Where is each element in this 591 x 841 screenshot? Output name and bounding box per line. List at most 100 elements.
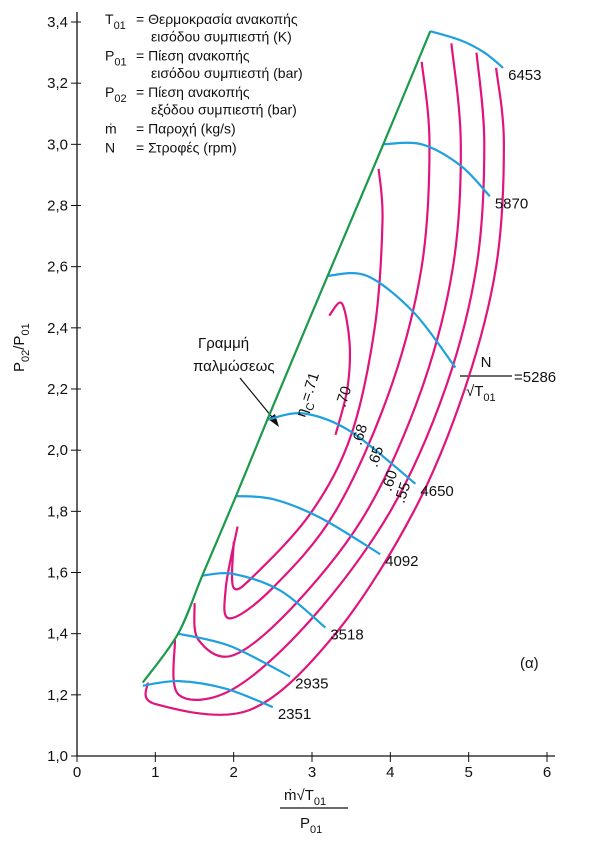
legend-symbol: P02 xyxy=(105,84,127,105)
x-tick-label: 4 xyxy=(386,764,394,781)
curve xyxy=(202,572,326,629)
curve xyxy=(429,30,504,69)
y-tick-label: 3,2 xyxy=(47,75,68,92)
curve xyxy=(327,272,457,369)
annotation-arrow xyxy=(239,377,277,423)
text-part: C xyxy=(304,401,318,412)
text-part: .55 xyxy=(392,480,415,505)
legend-symbol: N xyxy=(105,140,115,156)
efficiency-label: .55 xyxy=(392,480,415,505)
x-tick-label: 6 xyxy=(543,764,551,781)
curve xyxy=(383,141,491,198)
speed-label: 4092 xyxy=(385,553,418,570)
text-part: 01 xyxy=(483,392,495,404)
text-part: .65 xyxy=(365,444,388,469)
text-part: 01 xyxy=(310,824,322,836)
x-tick-label: 3 xyxy=(308,764,316,781)
legend-text: = Θερμοκρασία ανακοπής xyxy=(136,11,298,27)
y-tick-label: 1,8 xyxy=(47,503,68,520)
text-part: 01 xyxy=(114,57,126,69)
text-part: .68 xyxy=(349,422,372,447)
surge-label: παλμώσεως xyxy=(193,358,275,375)
efficiency-label: ηC=.71 xyxy=(293,370,327,420)
x-tick-label: 2 xyxy=(229,764,237,781)
y-tick-label: 1,2 xyxy=(47,687,68,704)
curve xyxy=(193,43,462,658)
y-axis-label: P02/P01 xyxy=(11,323,32,372)
text-part: P xyxy=(105,84,114,100)
y-tick-label: 1,6 xyxy=(47,565,68,582)
text-part: P xyxy=(105,48,114,64)
text-part: .70 xyxy=(333,384,356,409)
curve xyxy=(267,412,417,485)
speed-label: =5286 xyxy=(514,369,556,386)
arrow-head xyxy=(268,414,279,427)
speed-label: 2351 xyxy=(278,706,311,723)
curve xyxy=(223,61,431,620)
text-part: N xyxy=(105,140,115,156)
legend-text: εισόδου συμπιεστή (bar) xyxy=(151,65,303,81)
y-tick-label: 2,2 xyxy=(47,381,68,398)
legend-text: = Παροχή (kg/s) xyxy=(136,121,236,137)
text-part: 01 xyxy=(114,20,126,32)
text-part: ṁ xyxy=(105,121,117,137)
y-tick-label: 3,4 xyxy=(47,14,68,31)
text-part: 02 xyxy=(20,350,32,362)
speed-param: √T01 xyxy=(466,383,496,404)
y-tick-label: 2,6 xyxy=(47,259,68,276)
text-part: √T xyxy=(466,383,483,400)
text-part: P xyxy=(11,362,28,372)
y-tick-label: 2,0 xyxy=(47,442,68,459)
speed-param: N xyxy=(481,354,492,371)
speed-label: 3518 xyxy=(330,627,363,644)
x-tick-label: 0 xyxy=(73,764,81,781)
text-part: /P xyxy=(11,336,28,350)
curve xyxy=(144,67,506,716)
curve xyxy=(177,632,291,678)
efficiency-label: .68 xyxy=(349,422,372,447)
curve xyxy=(141,30,432,684)
surge-label: Γραμμή xyxy=(198,335,249,352)
speed-label: 2935 xyxy=(295,675,328,692)
curve xyxy=(235,494,381,556)
y-tick-label: 3,0 xyxy=(47,136,68,153)
text-part: 5286 xyxy=(523,369,556,386)
y-tick-label: 1,4 xyxy=(47,626,68,643)
text-part: ṁ√T xyxy=(284,787,314,804)
efficiency-label: .60 xyxy=(379,468,402,493)
text-part: =.71 xyxy=(298,370,323,403)
text-part: = xyxy=(514,369,523,386)
curve xyxy=(142,679,274,709)
text-part: 02 xyxy=(114,93,126,105)
efficiency-label: .70 xyxy=(333,384,356,409)
curve xyxy=(172,52,486,701)
text-part: P xyxy=(300,815,310,832)
legend-symbol: ṁ xyxy=(105,121,117,137)
text-part: .60 xyxy=(379,468,402,493)
text-part: 01 xyxy=(20,323,32,335)
legend-symbol: T01 xyxy=(105,11,126,32)
efficiency-label: .65 xyxy=(365,444,388,469)
legend-text: εξόδου συμπιεστή (bar) xyxy=(151,102,297,118)
legend-text: = Στροφές (rpm) xyxy=(136,140,237,156)
text-part: T xyxy=(105,11,114,27)
speed-label: 4650 xyxy=(420,483,453,500)
legend-text: εισόδου συμπιεστή (K) xyxy=(151,29,292,45)
curve xyxy=(230,168,384,591)
y-tick-label: 2,8 xyxy=(47,198,68,215)
x-tick-label: 1 xyxy=(151,764,159,781)
x-tick-label: 5 xyxy=(464,764,472,781)
y-tick-label: 2,4 xyxy=(47,320,68,337)
x-axis-label: P01 xyxy=(300,815,322,836)
legend-text: = Πίεση ανακοπής xyxy=(136,48,250,64)
text-part: 01 xyxy=(314,796,326,808)
legend-text: = Πίεση ανακοπής xyxy=(136,84,250,100)
speed-label: 5870 xyxy=(495,195,528,212)
y-tick-label: 1,0 xyxy=(47,748,68,765)
speed-label: 6453 xyxy=(508,67,541,84)
curve xyxy=(328,301,352,436)
x-axis-label: ṁ√T01 xyxy=(284,787,326,808)
panel-label: (α) xyxy=(520,655,539,672)
